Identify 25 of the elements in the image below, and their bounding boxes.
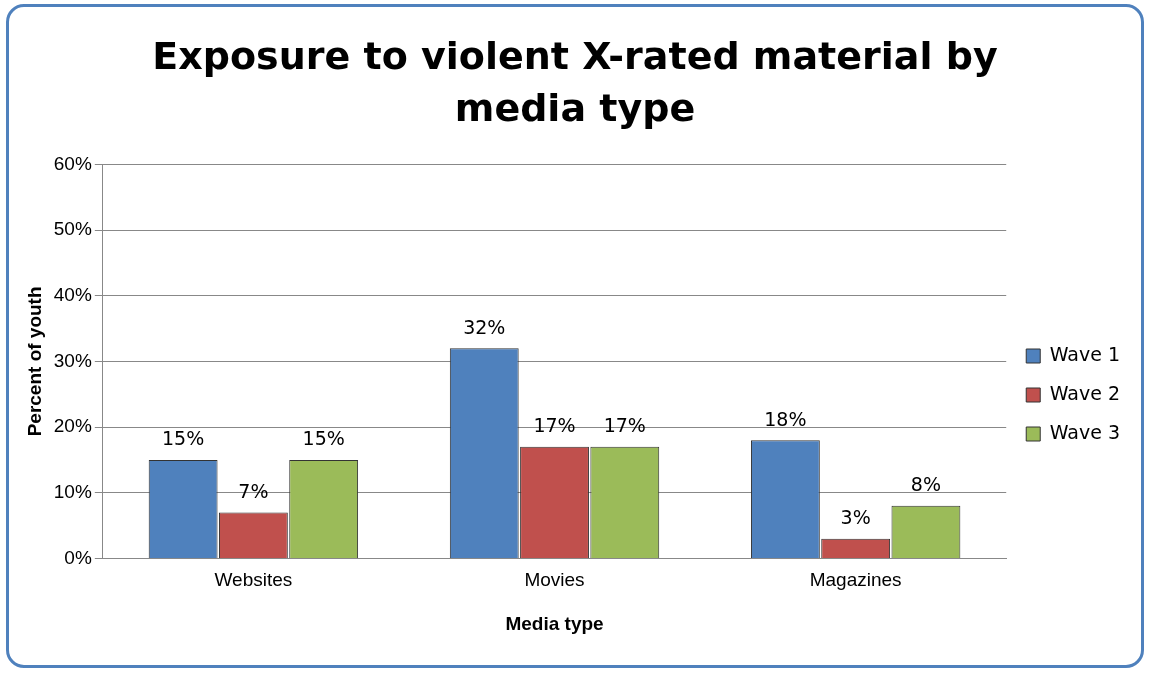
legend-label: Wave 2 — [1049, 381, 1121, 404]
data-label: 17% — [603, 414, 646, 437]
legend-label: Wave 3 — [1049, 420, 1121, 443]
y-tick-label: 30% — [53, 349, 92, 371]
legend-label: Wave 1 — [1049, 342, 1121, 365]
data-label: 15% — [162, 427, 205, 450]
y-tick-label: 60% — [53, 152, 92, 174]
y-tick-label: 10% — [53, 480, 92, 502]
data-label: 15% — [302, 427, 345, 450]
data-label: 8% — [910, 473, 941, 496]
y-tick-label: 50% — [53, 218, 92, 240]
x-axis-title: Media type — [505, 612, 604, 634]
chart-title: Exposure to violent X-rated material by media type — [151, 33, 999, 132]
data-label: 3% — [840, 506, 871, 529]
data-label: 18% — [764, 407, 807, 430]
data-label: 17% — [533, 414, 576, 437]
y-tick-label: 40% — [53, 283, 92, 305]
x-tick-label: Websites — [214, 569, 293, 591]
y-axis-title: Percent of youth — [23, 286, 45, 437]
data-label: 32% — [463, 315, 506, 338]
x-tick-label: Movies — [524, 569, 585, 591]
data-label: 7% — [238, 479, 269, 502]
y-tick-label: 20% — [53, 415, 92, 437]
y-tick-label: 0% — [64, 546, 92, 568]
x-tick-label: Magazines — [809, 569, 902, 591]
